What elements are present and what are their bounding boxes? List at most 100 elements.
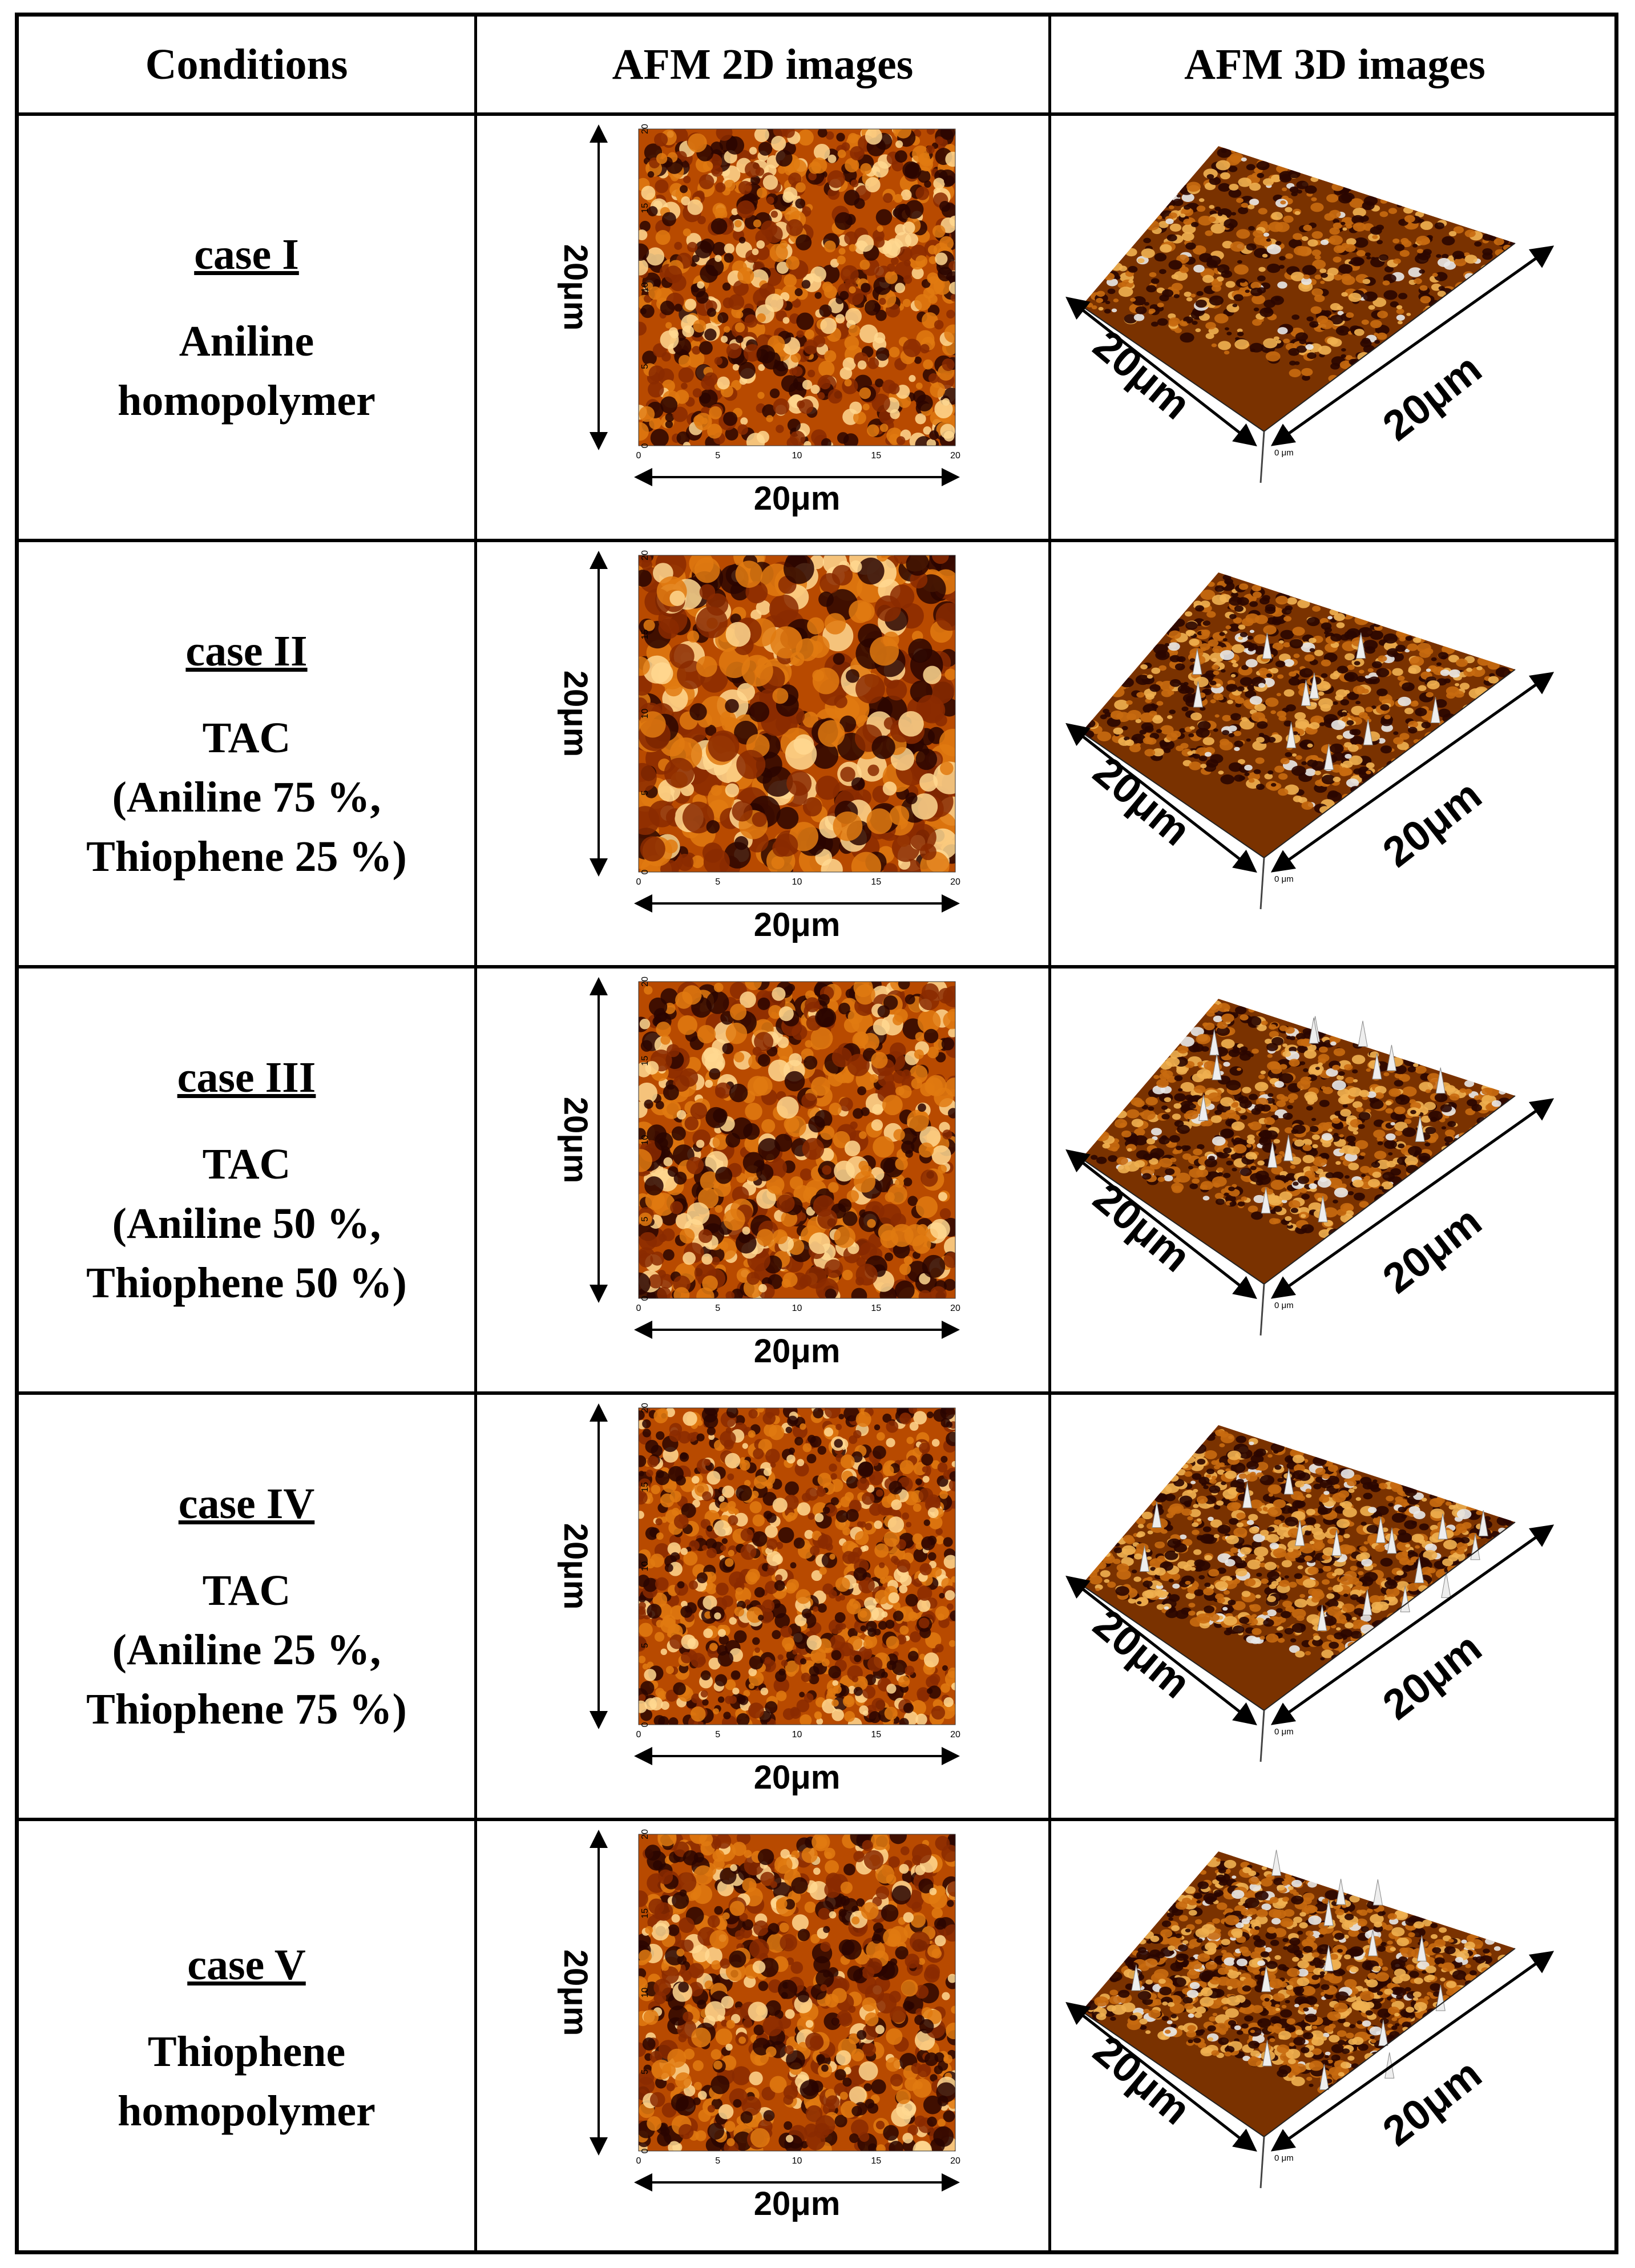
- surface-grain: [828, 1665, 841, 1679]
- surface-grain: [931, 1705, 946, 1720]
- surface-grain: [757, 392, 765, 399]
- surface-grain: [657, 1286, 671, 1298]
- surface-grain: [743, 1690, 750, 1697]
- surface-peak: [1319, 268, 1327, 273]
- surface-grain: [754, 1587, 765, 1598]
- surface-grain: [812, 742, 839, 769]
- surface-grain: [909, 375, 916, 382]
- surface-grain: [855, 984, 875, 1005]
- y-tick-label: 15: [640, 203, 650, 213]
- surface-grain: [756, 345, 776, 364]
- surface-grain: [861, 1107, 870, 1116]
- surface-grain: [693, 2081, 703, 2091]
- surface-peak: [1283, 338, 1290, 344]
- surface-grain: [639, 1470, 644, 1476]
- condition-line: (Aniline 50 %,: [112, 1199, 381, 1248]
- surface-grain: [813, 1408, 824, 1419]
- surface-grain: [710, 2075, 730, 2095]
- surface-grain: [903, 275, 913, 284]
- x-tick-label: 10: [792, 2156, 802, 2166]
- surface-grain: [871, 1698, 885, 1712]
- surface-peak: [1397, 321, 1403, 325]
- surface-grain: [639, 1232, 657, 1250]
- surface-grain: [709, 406, 722, 419]
- surface-grain: [738, 2036, 746, 2044]
- surface-grain: [831, 1699, 839, 1707]
- surface-grain: [674, 241, 683, 250]
- surface-grain: [828, 1589, 837, 1599]
- x-tick-label: 0: [636, 451, 641, 461]
- surface-grain: [744, 1850, 752, 1858]
- surface-grain: [915, 1865, 926, 1875]
- row-divider: [19, 539, 1614, 542]
- surface-grain: [785, 2009, 795, 2019]
- surface-peak: [1305, 185, 1317, 194]
- surface-peak: [1168, 205, 1174, 209]
- surface-grain: [821, 264, 840, 284]
- surface-grain: [647, 1456, 659, 1468]
- surface-grain: [749, 1939, 769, 1959]
- surface-grain: [804, 1693, 814, 1703]
- surface-peak: [1333, 222, 1342, 229]
- surface-peak: [1448, 231, 1457, 237]
- surface-grain: [830, 1497, 839, 1506]
- surface-grain: [757, 1408, 765, 1413]
- surface-grain: [639, 1553, 648, 1569]
- surface-grain: [671, 1914, 680, 1923]
- surface-peak: [1257, 173, 1265, 178]
- surface-grain: [849, 600, 872, 623]
- surface-grain: [783, 2095, 794, 2105]
- surface-grain: [911, 1078, 922, 1089]
- surface-grain: [940, 1456, 948, 1463]
- surface-grain: [839, 1097, 853, 1112]
- surface-grain: [941, 1845, 955, 1862]
- surface-grain: [905, 233, 919, 247]
- surface-grain: [875, 1489, 883, 1497]
- surface-grain: [805, 329, 815, 340]
- surface-grain: [874, 1424, 881, 1431]
- surface-grain: [906, 1436, 914, 1444]
- surface-grain: [782, 317, 790, 324]
- surface-grain: [753, 1475, 768, 1489]
- surface-grain: [733, 1052, 745, 1063]
- surface-grain: [709, 1643, 718, 1652]
- surface-grain: [713, 1179, 731, 1197]
- surface-grain: [723, 1712, 731, 1720]
- surface-grain: [766, 1512, 777, 1523]
- surface-grain: [942, 358, 955, 372]
- surface-grain: [915, 2008, 923, 2016]
- surface-grain: [687, 241, 698, 253]
- surface-grain: [877, 225, 883, 232]
- surface-peak: [1480, 264, 1494, 274]
- surface-grain: [791, 1850, 800, 1859]
- surface-grain: [845, 1492, 854, 1502]
- surface-grain: [918, 1958, 926, 1965]
- surface-grain: [656, 1431, 665, 1440]
- surface-grain: [943, 1924, 955, 1942]
- surface-grain: [750, 2128, 770, 2148]
- surface-peak: [1438, 286, 1445, 291]
- surface-grain: [869, 1471, 883, 1486]
- surface-grain: [899, 1574, 912, 1587]
- surface-grain: [699, 392, 711, 404]
- surface-peak: [1335, 325, 1350, 336]
- surface-grain: [797, 1991, 810, 2003]
- surface-grain: [776, 1690, 787, 1701]
- surface-peak: [1368, 353, 1383, 364]
- surface-grain: [644, 1845, 661, 1861]
- surface-grain: [831, 1709, 844, 1721]
- surface-grain: [934, 2065, 943, 2075]
- surface-peak: [1154, 253, 1167, 262]
- surface-grain: [926, 1676, 939, 1689]
- surface-peak: [1229, 183, 1239, 191]
- surface-grain: [792, 298, 801, 308]
- surface-grain: [664, 1563, 673, 1572]
- surface-peak: [1342, 227, 1347, 231]
- surface-peak: [1258, 208, 1267, 215]
- surface-grain: [705, 1107, 727, 1128]
- surface-peak: [1216, 160, 1230, 171]
- surface-grain: [919, 2019, 934, 2034]
- surface-grain: [934, 1039, 944, 1050]
